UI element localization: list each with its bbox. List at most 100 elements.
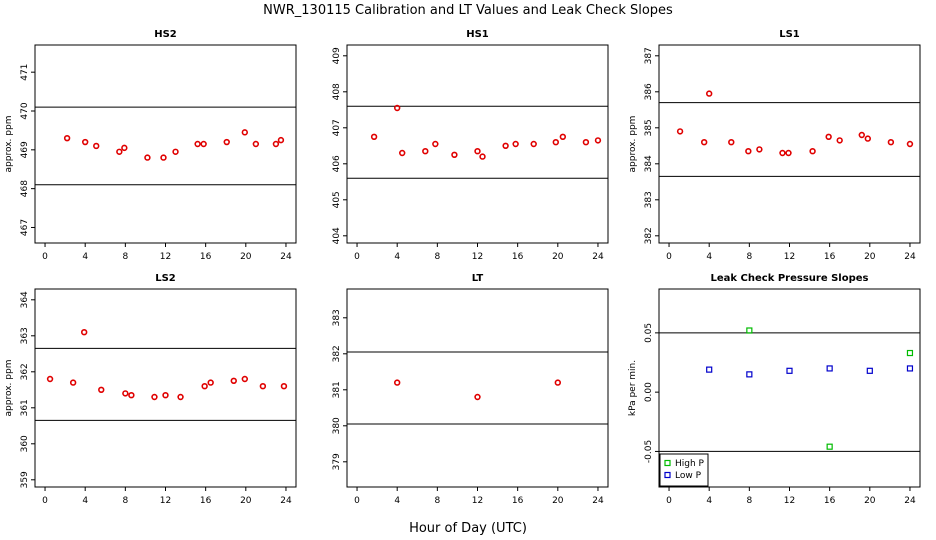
- x-tick-label: 16: [824, 496, 836, 506]
- data-point: [252, 140, 260, 148]
- data-point: [144, 154, 151, 161]
- data-point: [706, 366, 713, 373]
- y-tick-label: 471: [20, 64, 30, 81]
- x-tick-label: 24: [592, 252, 604, 262]
- x-tick-label: 24: [904, 496, 916, 506]
- data-point: [98, 386, 105, 393]
- x-tick-label: 16: [824, 252, 836, 262]
- x-tick-label: 0: [42, 496, 48, 506]
- data-point: [160, 154, 167, 161]
- data-point: [241, 375, 249, 383]
- x-tick-label: 8: [434, 252, 440, 262]
- data-point: [779, 149, 786, 157]
- data-point: [177, 393, 184, 401]
- panel-title: HS1: [466, 29, 489, 40]
- y-tick-label: 359: [20, 471, 30, 488]
- x-tick-label: 12: [784, 252, 795, 262]
- data-point: [151, 393, 158, 401]
- y-tick-label: 386: [644, 83, 654, 100]
- data-point: [826, 443, 833, 450]
- data-point: [906, 365, 914, 372]
- x-tick-label: 4: [394, 496, 400, 506]
- y-tick-label: 380: [332, 417, 342, 434]
- x-tick-label: 0: [42, 252, 48, 262]
- data-point: [745, 148, 752, 155]
- data-point: [46, 375, 54, 383]
- x-tick-label: 8: [746, 252, 752, 262]
- legend-label: High P: [675, 459, 705, 469]
- y-tick-label: 385: [644, 119, 654, 136]
- y-tick-label: 0.00: [644, 382, 654, 402]
- data-point: [866, 367, 873, 374]
- data-point: [512, 140, 519, 148]
- x-tick-label: 16: [200, 496, 212, 506]
- y-tick-label: 387: [644, 47, 654, 64]
- data-point: [207, 379, 214, 386]
- x-tick-label: 4: [82, 496, 88, 506]
- data-point: [559, 133, 567, 141]
- data-point: [116, 148, 123, 155]
- data-point: [451, 151, 458, 159]
- y-tick-label: 361: [20, 399, 30, 416]
- legend-marker: [664, 471, 671, 479]
- x-tick-label: 0: [354, 496, 360, 506]
- y-tick-label: 405: [332, 191, 342, 208]
- y-tick-label: 468: [20, 180, 30, 197]
- data-point: [582, 139, 590, 146]
- chart-panel-4: LS2 0 4 8 12 16 20 24 359 360 361 362 363 364 approx. …: [4, 273, 297, 506]
- data-point: [241, 129, 249, 136]
- y-axis-label: kPa per min.: [628, 360, 638, 416]
- data-point: [422, 148, 429, 155]
- data-point: [552, 139, 559, 146]
- x-tick-label: 24: [280, 496, 292, 506]
- figure-title: NWR_130115 Calibration and LT Values and…: [263, 3, 673, 18]
- x-tick-label: 20: [552, 252, 564, 262]
- x-tick-label: 20: [240, 252, 252, 262]
- x-tick-label: 24: [904, 252, 916, 262]
- y-tick-label: 404: [332, 227, 342, 244]
- y-axis-label: approx. ppm: [4, 116, 14, 173]
- x-tick-label: 0: [666, 496, 672, 506]
- x-tick-label: 24: [280, 252, 292, 262]
- y-tick-label: 467: [20, 219, 30, 236]
- y-tick-label: 382: [332, 345, 342, 362]
- x-tick-label: 16: [200, 252, 212, 262]
- panel-title: Leak Check Pressure Slopes: [711, 273, 869, 284]
- data-point: [393, 379, 401, 386]
- data-point: [700, 139, 708, 146]
- y-tick-label: 364: [20, 291, 30, 308]
- data-point: [230, 377, 237, 384]
- data-point: [474, 393, 481, 401]
- data-point: [201, 383, 208, 390]
- legend-label: Low P: [675, 471, 702, 481]
- y-tick-label: 384: [644, 155, 654, 172]
- y-tick-label: 407: [332, 119, 342, 136]
- data-point: [502, 142, 509, 150]
- y-tick-label: 0.05: [644, 323, 654, 343]
- x-tick-label: 0: [666, 252, 672, 262]
- data-point: [172, 148, 179, 155]
- y-tick-label: 363: [20, 327, 30, 344]
- x-tick-label: 12: [160, 252, 171, 262]
- data-point: [785, 149, 792, 157]
- data-point: [479, 153, 486, 160]
- x-tick-label: 4: [706, 496, 712, 506]
- panel-title: HS2: [154, 29, 177, 40]
- data-point: [530, 140, 537, 148]
- data-point: [80, 329, 88, 336]
- legend-marker: [664, 459, 671, 467]
- x-tick-label: 12: [472, 252, 483, 262]
- data-point: [63, 134, 71, 142]
- data-point: [280, 383, 288, 390]
- data-point: [259, 383, 267, 390]
- data-point: [809, 148, 816, 155]
- x-tick-label: 12: [160, 496, 171, 506]
- data-point: [858, 131, 865, 139]
- data-point: [393, 104, 401, 112]
- data-point: [399, 149, 406, 157]
- data-point: [272, 140, 280, 148]
- x-tick-label: 16: [512, 252, 524, 262]
- x-tick-label: 8: [434, 496, 440, 506]
